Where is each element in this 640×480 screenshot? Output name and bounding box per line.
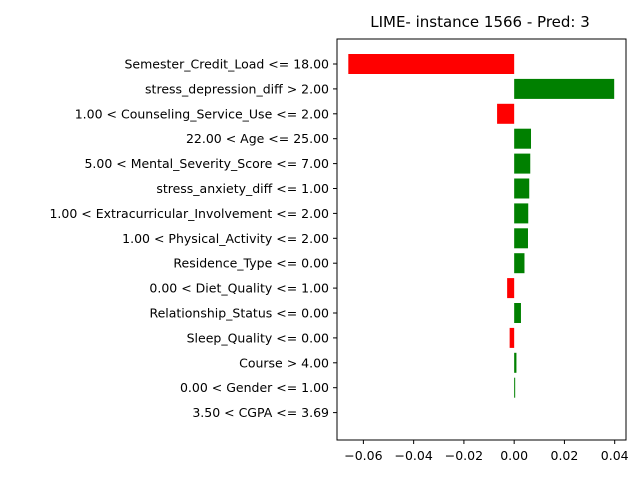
category-label-0: Semester_Credit_Load <= 18.00 <box>125 57 330 72</box>
x-tick-label-5: 0.04 <box>601 448 629 463</box>
bar-13 <box>514 377 516 398</box>
bar-2 <box>497 103 515 124</box>
category-label-9: 0.00 < Diet_Quality <= 1.00 <box>149 281 329 296</box>
x-ticks-group: −0.06 −0.04 −0.02 0.00 0.02 0.04 <box>344 440 629 463</box>
category-label-2: 1.00 < Counseling_Service_Use <= 2.00 <box>75 106 329 121</box>
bar-12 <box>514 352 517 373</box>
bar-4 <box>514 153 531 174</box>
category-label-5: stress_anxiety_diff <= 1.00 <box>156 181 329 196</box>
plot-frame <box>336 38 627 441</box>
bars-group <box>348 54 615 398</box>
category-labels-group: Semester_Credit_Load <= 18.00 stress_depr… <box>49 57 337 420</box>
bar-5 <box>514 178 530 199</box>
category-label-13: 0.00 < Gender <= 1.00 <box>180 380 329 395</box>
bar-3 <box>514 128 532 149</box>
bar-11 <box>509 327 515 348</box>
category-label-4: 5.00 < Mental_Severity_Score <= 7.00 <box>84 156 329 171</box>
chart-title: LIME- instance 1566 - Pred: 3 <box>370 13 590 31</box>
bar-7 <box>514 228 528 249</box>
category-label-11: Sleep_Quality <= 0.00 <box>187 330 329 345</box>
x-tick-label-3: 0.00 <box>500 448 528 463</box>
category-label-1: stress_depression_diff > 2.00 <box>145 81 329 96</box>
category-label-14: 3.50 < CGPA <= 3.69 <box>192 405 329 420</box>
bar-8 <box>514 253 525 274</box>
category-label-3: 22.00 < Age <= 25.00 <box>186 131 329 146</box>
category-label-12: Course > 4.00 <box>239 355 329 370</box>
x-tick-label-2: −0.02 <box>445 448 483 463</box>
bar-0 <box>348 54 515 74</box>
bar-10 <box>514 303 521 323</box>
bar-6 <box>514 203 529 224</box>
category-label-7: 1.00 < Physical_Activity <= 2.00 <box>122 231 329 246</box>
category-label-10: Relationship_Status <= 0.00 <box>149 306 329 321</box>
bar-9 <box>507 278 515 299</box>
x-tick-label-0: −0.06 <box>344 448 382 463</box>
category-label-8: Residence_Type <= 0.00 <box>173 256 329 271</box>
x-tick-label-4: 0.02 <box>551 448 579 463</box>
bar-1 <box>514 78 615 99</box>
category-label-6: 1.00 < Extracurricular_Involvement <= 2.… <box>49 206 329 221</box>
x-tick-label-1: −0.04 <box>394 448 432 463</box>
